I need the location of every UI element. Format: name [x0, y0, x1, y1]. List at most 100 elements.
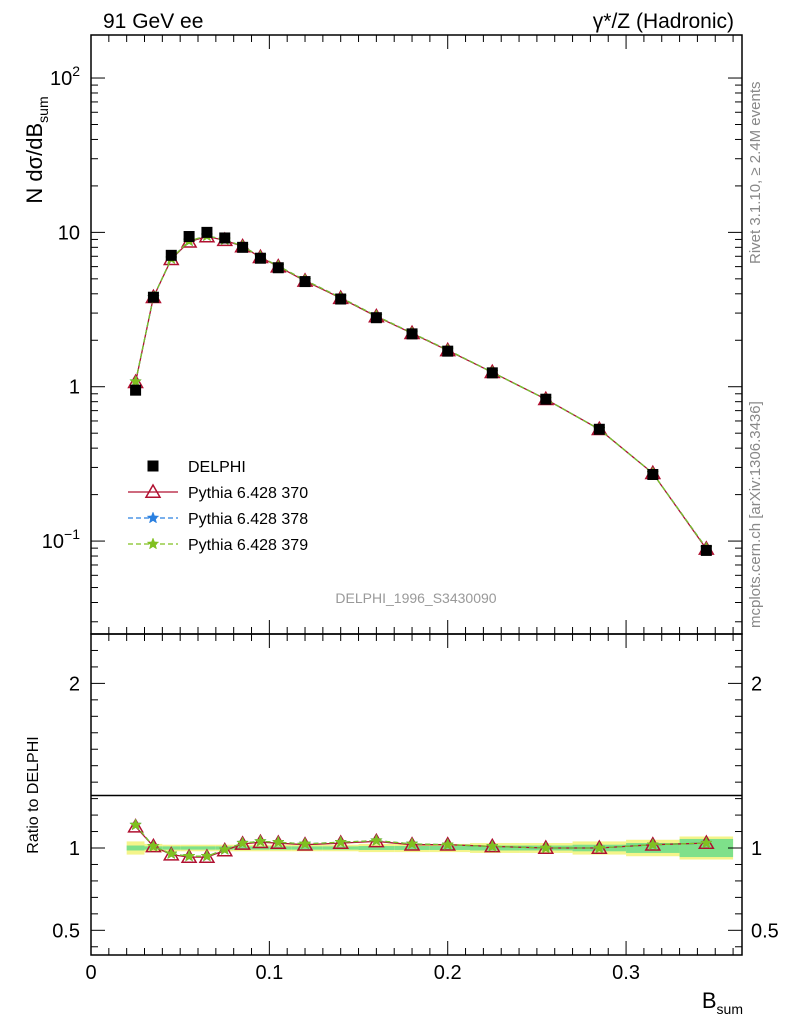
- ratio-axis-ticks: [91, 634, 742, 955]
- y-tick-label: 1: [69, 377, 80, 399]
- ratio-point: [164, 847, 178, 860]
- rivet-version-text: Rivet 3.1.10, ≥ 2.4M events: [747, 82, 764, 265]
- data-point: [147, 291, 159, 303]
- ratio-point: [218, 842, 232, 856]
- data-point: [129, 374, 142, 387]
- x-tick-label: 0.2: [434, 962, 462, 984]
- y-tick-label: 10−1: [42, 526, 80, 553]
- legend-label: Pythia 6.428 379: [188, 537, 308, 554]
- ratio-series-pythia-6-428-379: [129, 818, 713, 862]
- ratio-y-tick-label-right: 0.5: [751, 920, 779, 942]
- ratio-point: [334, 835, 348, 848]
- stat-uncertainty-band: [126, 845, 145, 851]
- ratio-series-group: [127, 818, 715, 864]
- y-tick-label: 102: [50, 63, 80, 90]
- header-right-title: γ*/Z (Hadronic): [593, 10, 734, 33]
- x-tick-labels: 0 0.1 0.2 0.3: [85, 962, 640, 984]
- stat-uncertainty-band: [198, 846, 216, 850]
- stat-uncertainty-band: [626, 843, 680, 853]
- stat-uncertainty-band: [358, 846, 395, 850]
- ratio-point: [298, 837, 312, 850]
- stat-uncertainty-band: [394, 846, 430, 850]
- ratio-y-tick-label: 0.5: [52, 920, 80, 942]
- main-series-group: [127, 226, 715, 556]
- stat-uncertainty-band: [180, 846, 199, 850]
- y-tick-label: 10: [58, 222, 80, 244]
- ratio-point: [271, 835, 285, 848]
- series-delphi: [130, 226, 712, 556]
- x-tick-label: 0: [85, 962, 96, 984]
- ratio-point: [127, 818, 144, 833]
- legend-marker: [147, 460, 159, 472]
- data-point: [219, 232, 231, 244]
- ratio-point: [200, 849, 214, 862]
- data-point: [183, 231, 195, 243]
- legend-marker: [144, 483, 162, 498]
- ratio-y-tick-label: 2: [69, 673, 80, 695]
- ratio-y-tick-label-right: 2: [751, 673, 762, 695]
- ratio-y-tick-label-right: 1: [751, 838, 762, 860]
- ratio-y-tick-labels: 0.5 0.5 1 1 2 2: [52, 673, 779, 942]
- series-pythia-6-428-370: [127, 228, 715, 555]
- data-point: [442, 345, 454, 357]
- ratio-series-pythia-6-428-370: [127, 818, 715, 864]
- ratio-point: [699, 836, 713, 849]
- data-point: [486, 367, 498, 379]
- main-y-tick-labels: 102 10 1 10−1: [42, 63, 80, 553]
- legend-marker: [146, 511, 160, 524]
- main-y-axis-label-sub: sum: [35, 96, 51, 122]
- main-axis-ticks: [91, 35, 742, 634]
- ratio-point: [182, 849, 196, 862]
- main-y-axis-label: N dσ/dBsum: [22, 96, 51, 203]
- series-pythia-6-428-378: [129, 229, 713, 554]
- series-line: [134, 235, 707, 550]
- data-point: [165, 249, 177, 261]
- ratio-point: [646, 838, 660, 851]
- stat-uncertainty-band: [233, 846, 252, 850]
- ratio-point: [370, 833, 383, 846]
- data-point: [370, 312, 382, 324]
- series-pythia-6-428-379: [129, 229, 713, 554]
- legend-label: Pythia 6.428 370: [188, 485, 308, 502]
- analysis-label: DELPHI_1996_S3430090: [335, 590, 496, 606]
- x-axis-label-main: B: [702, 988, 717, 1013]
- data-point: [299, 276, 311, 288]
- ratio-point: [129, 818, 142, 831]
- data-point: [700, 544, 712, 556]
- data-point: [647, 468, 659, 480]
- ratio-point: [254, 834, 267, 847]
- data-point: [593, 423, 605, 435]
- x-tick-label: 0.3: [612, 962, 640, 984]
- x-tick-label: 0.1: [255, 962, 283, 984]
- data-point: [201, 226, 213, 238]
- data-point: [254, 252, 266, 264]
- main-y-axis-label-main: N dσ/dB: [22, 123, 47, 204]
- main-panel: 102 10 1 10−1 N dσ/dBsum DELPHI_1996_S34300…: [22, 34, 743, 635]
- ratio-point: [147, 839, 160, 852]
- legend-label: DELPHI: [188, 459, 246, 476]
- ratio-y-axis-label: Ratio to DELPHI: [25, 736, 42, 853]
- data-point: [540, 393, 552, 405]
- data-point: [272, 262, 284, 274]
- x-axis-label-sub: sum: [717, 1001, 743, 1017]
- ratio-point: [236, 836, 249, 849]
- ratio-point: [405, 837, 419, 850]
- ratio-point: [441, 838, 455, 851]
- data-point: [130, 384, 142, 396]
- ratio-plot-frame: [90, 633, 743, 956]
- ratio-point: [539, 841, 553, 854]
- header-left-title: 91 GeV ee: [103, 10, 203, 33]
- data-point: [406, 328, 418, 340]
- ratio-series-pythia-6-428-378: [129, 818, 713, 862]
- ratio-panel: 0.5 0.5 1 1 2 2 0 0.1 0.2 0.3 Ratio to DELPHI Bs…: [25, 633, 779, 1017]
- legend: DELPHI Pythia 6.428 370 Pythia 6.428 378 Py…: [128, 459, 308, 554]
- legend-label: Pythia 6.428 378: [188, 511, 308, 528]
- legend-marker: [146, 537, 160, 550]
- mcplots-text: mcplots.cern.ch [arXiv:1306.3436]: [747, 401, 764, 628]
- data-point: [335, 293, 347, 305]
- data-point: [237, 241, 249, 253]
- ratio-y-tick-label: 1: [69, 838, 80, 860]
- ratio-point: [592, 841, 606, 854]
- ratio-point: [485, 839, 499, 852]
